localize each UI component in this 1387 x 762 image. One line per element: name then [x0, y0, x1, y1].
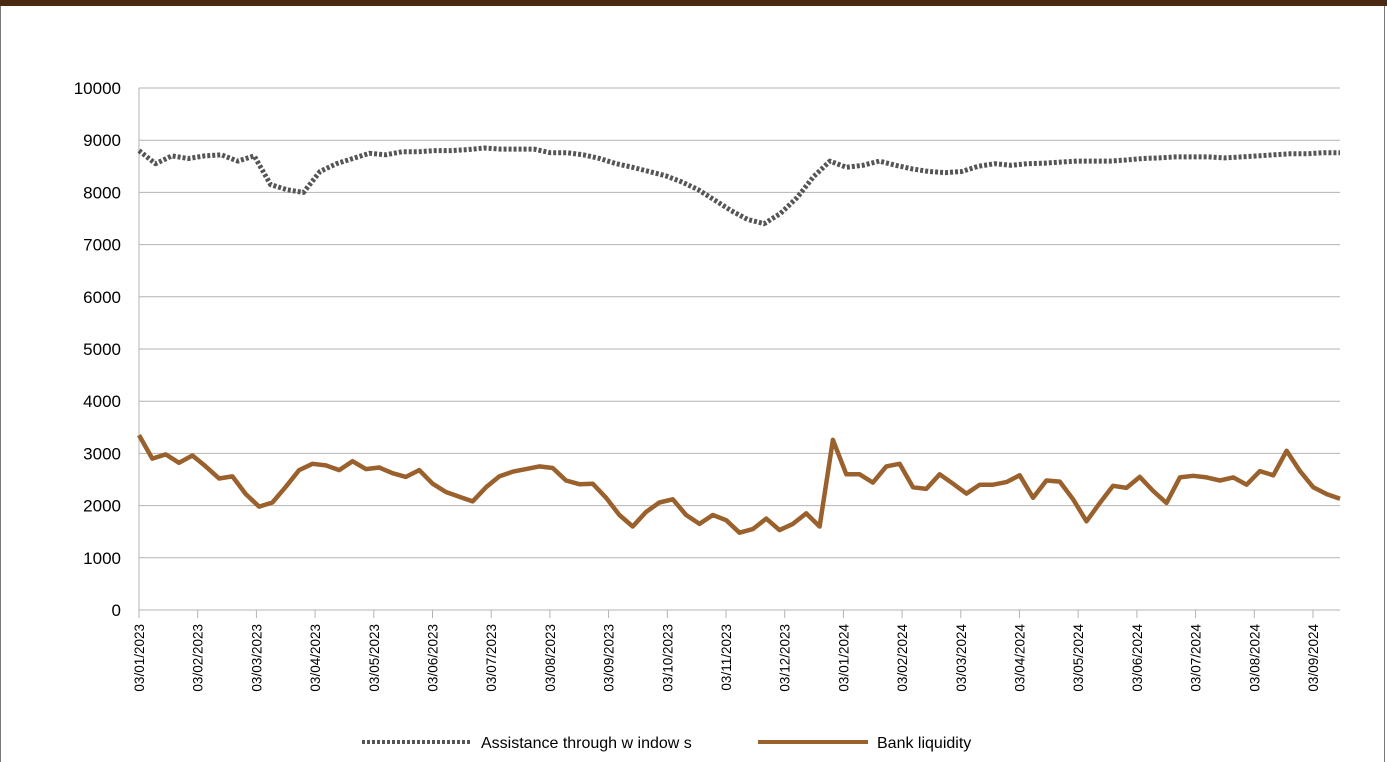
x-axis: 03/01/2023 03/02/2023 03/03/2023 03/04/2023…: [132, 609, 1340, 692]
x-tick-label: 03/08/2023: [543, 624, 558, 692]
x-tick-label: 03/06/2023: [426, 624, 441, 692]
y-tick-label: 5000: [83, 340, 121, 359]
y-tick-label: 6000: [83, 288, 121, 307]
x-tick-label: 03/10/2023: [660, 624, 675, 692]
y-tick-label: 4000: [83, 392, 121, 411]
x-tick-label: 03/05/2024: [1071, 624, 1086, 692]
y-tick-label: 1000: [83, 549, 121, 568]
x-tick-label: 03/01/2023: [132, 624, 147, 692]
x-tick-label: 03/06/2024: [1130, 624, 1145, 692]
y-axis: 0 1000 2000 3000 4000 5000 6000 7000 8000 9000 100…: [74, 79, 140, 620]
legend: Assistance through w indow s Bank liquidi…: [362, 735, 971, 752]
x-tick-label: 03/04/2024: [1013, 624, 1028, 692]
x-tick-label: 03/12/2023: [778, 624, 793, 692]
x-tick-label: 03/02/2023: [191, 624, 206, 692]
y-tick-label: 0: [112, 601, 121, 620]
y-tick-label: 2000: [83, 497, 121, 516]
top-border-bar: [0, 0, 1387, 6]
x-tick-label: 03/11/2023: [719, 624, 734, 691]
x-tick-label: 03/03/2024: [954, 624, 969, 692]
x-tick-label: 03/01/2024: [836, 624, 851, 692]
legend-label: Assistance through w indow s: [481, 735, 692, 752]
y-tick-label: 8000: [83, 183, 121, 202]
y-tick-label: 3000: [83, 444, 121, 463]
y-tick-label: 7000: [83, 236, 121, 255]
x-tick-label: 03/03/2023: [249, 624, 264, 692]
series-line-bank-liquidity: [137, 433, 1341, 535]
legend-label: Bank liquidity: [877, 735, 971, 752]
x-tick-label: 03/07/2023: [484, 624, 499, 692]
series-line-assistance-through-windows: [137, 145, 1340, 227]
x-tick-label: 03/09/2023: [602, 624, 617, 692]
chart-frame: [0, 6, 1385, 762]
x-tick-label: 03/08/2024: [1247, 624, 1262, 692]
x-tick-label: 03/02/2024: [895, 624, 910, 692]
series-layer: [137, 145, 1341, 535]
y-tick-label: 10000: [74, 79, 121, 98]
x-tick-label: 03/09/2024: [1306, 624, 1321, 692]
x-tick-label: 03/05/2023: [367, 624, 382, 692]
x-tick-label: 03/04/2023: [308, 624, 323, 692]
x-tick-label: 03/07/2024: [1189, 624, 1204, 692]
y-tick-label: 9000: [83, 131, 121, 150]
